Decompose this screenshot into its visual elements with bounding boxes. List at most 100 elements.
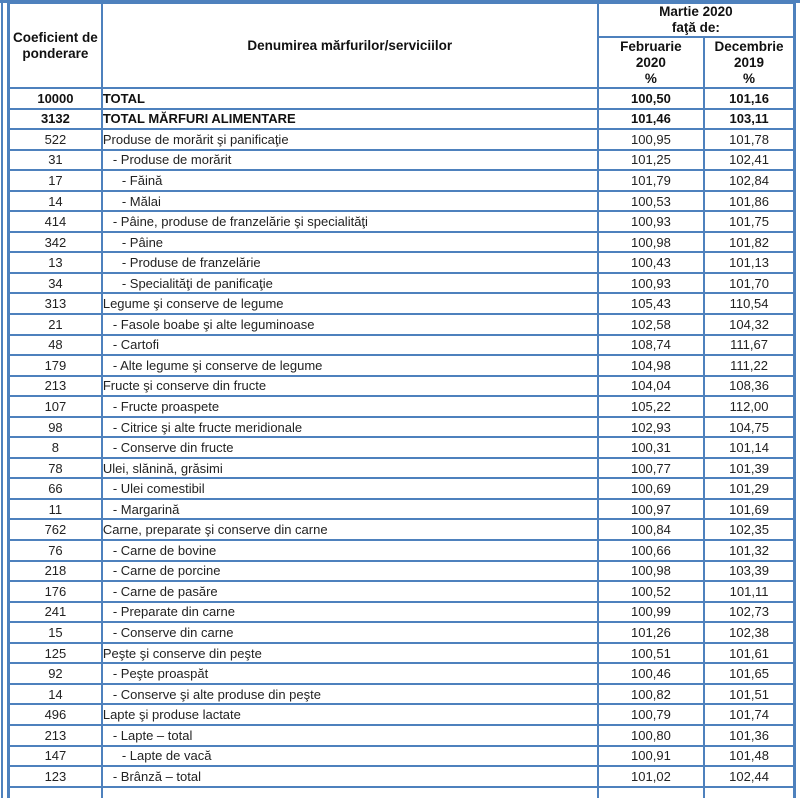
table-row: 10000 TOTAL 100,50 101,16 [7,87,796,110]
weight-cell: 496 [7,703,103,726]
table-row: 98- Citrice şi alte fructe meridionale 10… [7,415,796,439]
feb-cell: 100,52 [596,580,706,603]
weight-cell: 762 [7,518,103,542]
feb-cell: 100,91 [596,744,706,768]
feb-cell: 102,58 [596,313,706,336]
name-cell: - Lapte de vacă [100,744,599,768]
table-row: 125 Peşte şi conserve din peşte 100,51 101,… [7,641,796,665]
weight-cell: 78 [7,456,103,480]
dec-cell: 108,36 [703,374,796,398]
weight-cell: 11 [7,497,103,521]
table-row: 31- Produse de morărit 101,25 102,41 [7,148,796,172]
dec-cell: 110,54 [703,292,796,315]
table-row: 14- Conserve şi alte produse din peşte 10… [7,682,796,706]
name-cell: Produse de morărit şi panificaţie [100,128,599,151]
dec-cell: 101,86 [703,189,796,213]
table-row: 76- Carne de bovine 100,66 101,32 [7,539,796,562]
feb-cell: 100,93 [596,271,706,295]
empty-cell [596,785,706,798]
weight-cell: 342 [7,230,103,254]
price-index-table: Coeficient de ponderare Denumirea mărfur… [7,1,796,798]
name-cell: - Fasole boabe şi alte leguminoase [100,313,599,336]
feb-cell: 100,51 [596,641,706,665]
name-cell: Peşte şi conserve din peşte [100,641,599,665]
name-cell: - Peşte proaspăt [100,662,599,685]
table-row: 414- Pâine, produse de franzelărie şi sp… [7,210,796,233]
feb-cell: 100,43 [596,251,706,274]
weight-cell: 176 [7,580,103,603]
weight-cell: 107 [7,395,103,418]
dec-cell: 101,36 [703,723,796,747]
table-row: 241- Preparate din carne 100,99 102,73 [7,600,796,624]
name-cell: - Ulei comestibil [100,477,599,500]
weight-cell: 123 [7,765,103,788]
dec-cell: 101,51 [703,682,796,706]
dec-cell: 102,38 [703,621,796,644]
name-cell: - Produse de morărit [100,148,599,172]
dec-cell: 104,75 [703,415,796,439]
name-cell: - Preparate din carne [100,600,599,624]
weight-cell: 48 [7,333,103,357]
dec-cell: 101,75 [703,210,796,233]
weight-cell: 98 [7,415,103,439]
table-row: 522 Produse de morărit şi panificaţie 100,… [7,128,796,151]
weight-cell: 213 [7,374,103,398]
dec-cell: 103,39 [703,559,796,583]
weight-cell: 3132 [7,107,103,131]
name-cell: - Lapte – total [100,723,599,747]
header-row-group: Coeficient de ponderare Denumirea mărfur… [7,1,796,89]
header-name: Denumirea mărfurilor/serviciilor [100,1,599,89]
weight-cell: 8 [7,436,103,459]
name-cell: - Conserve şi alte produse din peşte [100,682,599,706]
weight-cell: 147 [7,744,103,768]
table-row: 17- Făină 101,79 102,84 [7,169,796,192]
weight-cell: 15 [7,621,103,644]
feb-cell: 104,04 [596,374,706,398]
feb-cell: 101,25 [596,148,706,172]
name-cell: - Fructe proaspete [100,395,599,418]
weight-cell: 179 [7,354,103,377]
name-cell: - Cartofi [100,333,599,357]
table-row: 78 Ulei, slănină, grăsimi 100,77 101,39 [7,456,796,480]
header-dec: Decembrie 2019 % [703,36,796,89]
weight-cell: 125 [7,641,103,665]
table-row: 48- Cartofi 108,74 111,67 [7,333,796,357]
weight-cell: 66 [7,477,103,500]
dec-cell: 101,16 [703,87,796,110]
table-row: 147- Lapte de vacă 100,91 101,48 [7,744,796,768]
dec-cell: 101,29 [703,477,796,500]
feb-cell: 105,22 [596,395,706,418]
name-cell: - Conserve din fructe [100,436,599,459]
table-row: 313 Legume şi conserve de legume 105,43 110… [7,292,796,315]
table-row: 218- Carne de porcine 100,98 103,39 [7,559,796,583]
table-header: Coeficient de ponderare Denumirea mărfur… [7,1,796,89]
table-row: 11- Margarină 100,97 101,69 [7,497,796,521]
dec-cell: 101,39 [703,456,796,480]
feb-cell: 100,99 [596,600,706,624]
table-row-partial [7,785,796,798]
weight-cell: 10000 [7,87,103,110]
name-cell: - Specialităţi de panificaţie [100,271,599,295]
name-cell: - Citrice şi alte fructe meridionale [100,415,599,439]
dec-cell: 101,74 [703,703,796,726]
name-cell: - Produse de franzelărie [100,251,599,274]
feb-cell: 100,93 [596,210,706,233]
feb-cell: 100,50 [596,87,706,110]
table-row: 13- Produse de franzelărie 100,43 101,13 [7,251,796,274]
dec-cell: 111,22 [703,354,796,377]
header-period-group: Martie 2020 faţă de: [596,1,796,38]
table-row: 179- Alte legume şi conserve de legume 10… [7,354,796,377]
feb-cell: 100,79 [596,703,706,726]
feb-cell: 100,53 [596,189,706,213]
name-cell: TOTAL [100,87,599,110]
dec-cell: 101,78 [703,128,796,151]
name-cell: - Carne de bovine [100,539,599,562]
feb-cell: 100,66 [596,539,706,562]
header-row-sub: Februarie 2020 % Decembrie 2019 % [9,36,796,89]
table-row: 15- Conserve din carne 101,26 102,38 [7,621,796,644]
empty-cell [7,785,103,798]
feb-cell: 101,26 [596,621,706,644]
feb-cell: 100,95 [596,128,706,151]
feb-cell: 100,80 [596,723,706,747]
weight-cell: 522 [7,128,103,151]
